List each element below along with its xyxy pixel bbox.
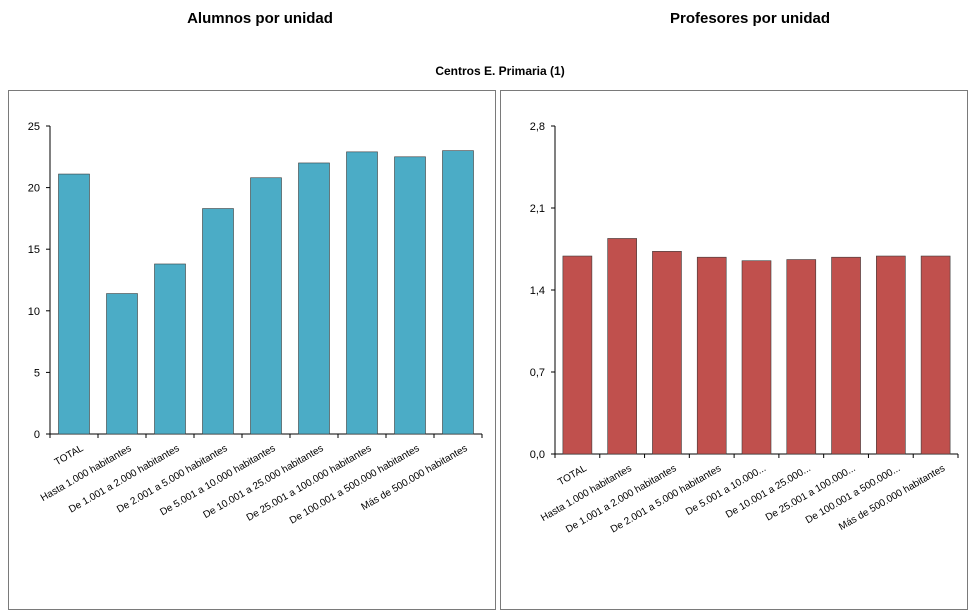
alumnos-chart-panel: 0 5 10 15 20 25 TOTAL Hasta 1.000 habitantes De …	[8, 90, 496, 610]
chart-subtitle: Centros E. Primaria (1)	[435, 64, 565, 78]
left-chart-heading: Alumnos por unidad	[187, 10, 333, 27]
bar	[696, 256, 727, 455]
y-tick-label: 0,0	[530, 449, 545, 461]
y-tick-label: 20	[28, 183, 40, 195]
bar	[831, 256, 861, 455]
y-tick-label: 1,4	[530, 285, 545, 297]
bar	[154, 263, 186, 435]
bar	[346, 151, 378, 435]
category-label: TOTAL	[556, 463, 589, 488]
bar	[202, 208, 234, 435]
y-tick-label: 2,8	[530, 121, 545, 133]
category-label: TOTAL	[53, 443, 86, 468]
bar	[394, 156, 426, 435]
bar	[741, 260, 772, 455]
right-chart-heading: Profesores por unidad	[669, 10, 831, 27]
y-tick-label: 5	[34, 367, 40, 379]
bar	[607, 238, 637, 455]
y-tick-label: 2,1	[530, 203, 545, 215]
y-tick-label: 15	[28, 244, 40, 256]
y-tick-label: 10	[28, 306, 40, 318]
bar	[920, 255, 951, 455]
bar	[652, 251, 682, 455]
bar	[562, 255, 593, 455]
bar	[786, 259, 817, 455]
bar	[876, 255, 906, 455]
bar	[58, 173, 90, 435]
bar	[250, 177, 282, 435]
y-tick-label: 0	[34, 429, 40, 441]
y-tick-label: 0,7	[530, 367, 545, 379]
bar	[106, 293, 138, 435]
profesores-chart-panel: 0,0 0,7 1,4 2,1 2,8 TOTAL Hasta 1.000 habitant…	[500, 90, 968, 610]
bar	[442, 150, 474, 435]
y-tick-label: 25	[28, 121, 40, 133]
bar	[298, 162, 330, 435]
